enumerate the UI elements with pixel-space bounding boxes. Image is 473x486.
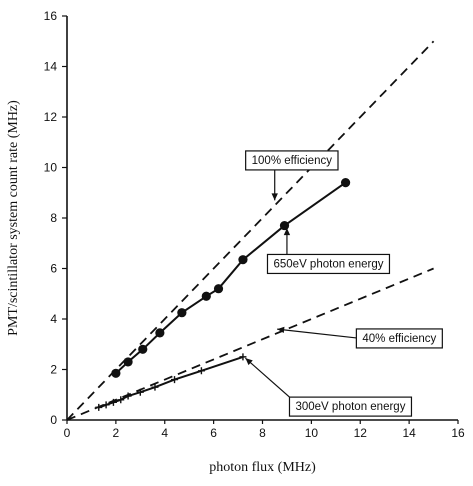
y-tick-label: 0	[50, 413, 57, 427]
series-4-point	[95, 403, 103, 411]
series-4-point	[136, 388, 144, 396]
x-tick-label: 14	[402, 426, 416, 440]
series-3-point	[213, 284, 224, 294]
y-axis-title: PMT/scintillator system count rate (MHz)	[6, 100, 21, 336]
series-4-point	[124, 392, 132, 400]
series	[66, 40, 435, 421]
series-4-point	[109, 398, 117, 406]
annotation-4-box	[288, 396, 413, 417]
series-3-point	[123, 357, 133, 367]
annotation-2-arrowhead	[283, 228, 291, 236]
series-3-point	[111, 368, 121, 378]
x-tick-label: 0	[64, 426, 71, 440]
y-tick-label: 16	[44, 9, 58, 23]
series-4-point	[171, 376, 179, 384]
series-3-point	[138, 344, 148, 354]
ticks: 0 2 4 6 8 10 12 14 16 0 2 4 6 8 10 12 14 16	[44, 9, 465, 440]
y-tick-label: 12	[44, 110, 58, 124]
x-tick-label: 2	[113, 426, 120, 440]
series-4-line	[98, 355, 244, 409]
series-4-point	[102, 401, 110, 409]
series-3-point	[201, 291, 211, 301]
series-4-point	[117, 396, 125, 404]
series-3-point	[238, 255, 248, 265]
annotation-2-label: 650eV photon energy	[273, 258, 383, 270]
series-3-line	[115, 181, 347, 375]
series-3-point	[340, 178, 351, 188]
annotations: 100% efficiency 650eV photon energy 40% ef…	[244, 150, 443, 417]
x-tick-label: 8	[259, 426, 266, 440]
series-3-point	[155, 328, 165, 338]
y-tick-label: 10	[44, 161, 58, 175]
y-tick-label: 14	[44, 60, 58, 74]
series-3-point	[177, 308, 187, 318]
annotation-3-box	[355, 328, 443, 349]
series-4-point	[197, 367, 205, 375]
x-tick-label: 16	[451, 426, 465, 440]
y-tick-label: 8	[50, 211, 57, 225]
x-tick-label: 12	[354, 426, 368, 440]
annotation-1-arrowhead	[271, 193, 278, 201]
annotation-2-box	[266, 253, 391, 275]
x-tick-label: 4	[161, 426, 168, 440]
annotation-4-arrow	[244, 357, 290, 398]
series-4-point	[151, 383, 159, 391]
annotation-3-label: 40% efficiency	[362, 333, 436, 345]
y-tick-label: 2	[50, 363, 57, 377]
x-tick-label: 10	[305, 426, 319, 440]
y-tick-label: 4	[50, 312, 57, 326]
annotation-1-box	[245, 150, 339, 171]
annotation-3-arrow	[277, 328, 357, 339]
annotation-1-label: 100% efficiency	[252, 155, 333, 167]
series-4-point	[239, 353, 247, 361]
x-tick-label: 6	[210, 426, 217, 440]
annotation-4-arrowhead	[245, 358, 253, 366]
series-3-point	[279, 220, 290, 231]
y-tick-label: 6	[50, 262, 57, 276]
series-1-line	[66, 40, 435, 421]
annotation-3-arrowhead	[277, 326, 285, 334]
x-axis-title: photon flux (MHz)	[209, 460, 316, 475]
annotation-4-label: 300eV photon energy	[295, 401, 405, 413]
